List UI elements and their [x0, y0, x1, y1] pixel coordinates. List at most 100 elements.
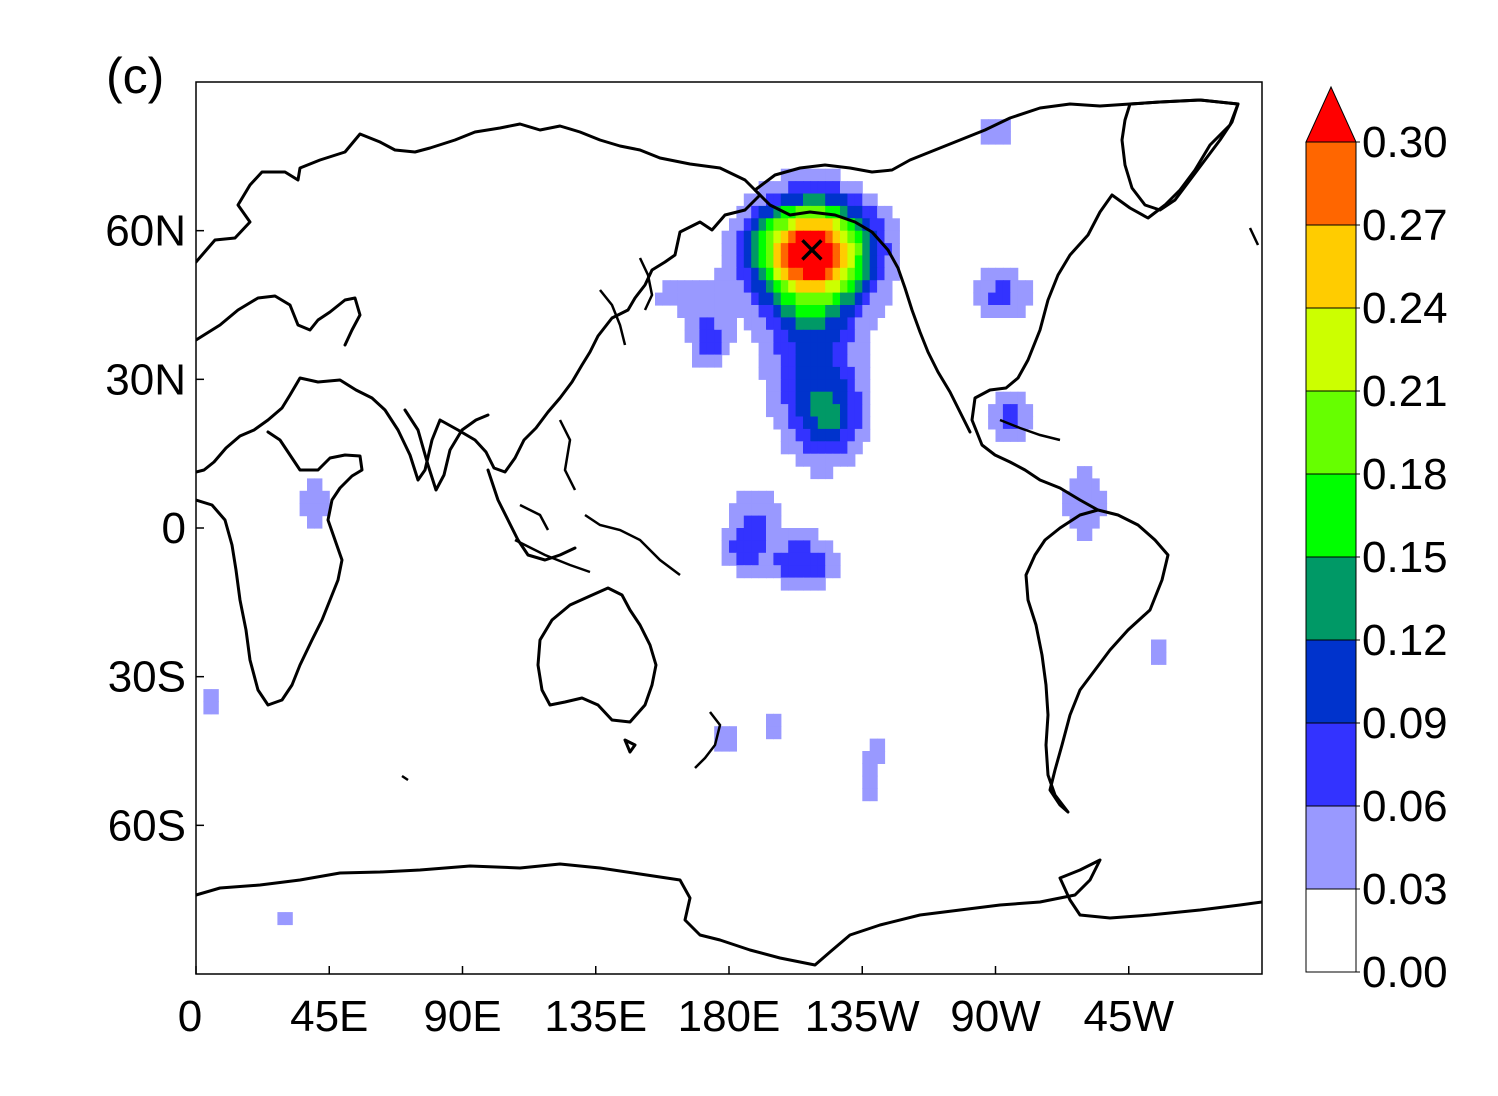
contour-cell [1076, 515, 1085, 529]
contour-cell [1062, 490, 1071, 504]
contour-cell [773, 713, 782, 727]
contour-cell [743, 552, 752, 566]
contour-cell [825, 565, 834, 579]
contour-cell [736, 565, 745, 579]
contour-cell [780, 552, 789, 566]
contour-cell [795, 342, 804, 356]
colorbar-label: 0.12 [1362, 616, 1448, 665]
contour-cell [825, 552, 834, 566]
contour-cell [862, 267, 871, 281]
contour-cell [1002, 391, 1011, 405]
contour-cell [810, 218, 819, 232]
colorbar-box [1305, 141, 1357, 226]
contour-cell [817, 577, 826, 591]
contour-cell [825, 428, 834, 442]
contour-cell [773, 515, 782, 529]
contour-cell [706, 280, 715, 294]
contour-cell [714, 305, 723, 318]
contour-cell [1010, 305, 1019, 318]
contour-cell [825, 218, 834, 232]
contour-cell [847, 342, 856, 356]
contour-cell [980, 131, 989, 145]
contour-cell [795, 366, 804, 380]
colorbar-box [1305, 473, 1357, 558]
contour-cell [803, 193, 811, 207]
contour-cell [803, 565, 811, 579]
contour-cell [751, 230, 760, 244]
contour-cell [721, 540, 730, 554]
contour-cell [788, 292, 797, 306]
contour-cell [736, 280, 745, 294]
contour-cell [817, 193, 826, 207]
contour-cell [825, 292, 834, 306]
contour-cell [995, 280, 1004, 294]
contour-cell [854, 404, 863, 418]
contour-cell [817, 267, 826, 281]
contour-cell [751, 243, 760, 257]
contour-cell [854, 366, 863, 380]
contour-cell [758, 329, 767, 343]
colorbar-label: 0.30 [1362, 118, 1448, 167]
contour-cell [832, 230, 841, 244]
contour-cell [1076, 478, 1085, 492]
contour-cell [780, 181, 789, 195]
contour-cell [736, 230, 745, 244]
contour-cell [810, 428, 819, 442]
contour-cell [736, 540, 745, 554]
x-tick-label: 90E [423, 992, 501, 1041]
contour-cell [810, 243, 819, 257]
contour-cell [869, 305, 878, 318]
contour-cell [743, 205, 752, 219]
contour-cell [854, 354, 863, 368]
contour-cell [743, 528, 752, 541]
contour-cell [825, 391, 834, 405]
contour-cell [692, 329, 700, 343]
contour-cell [825, 453, 834, 467]
contour-cell [736, 490, 745, 504]
contour-cell [810, 404, 819, 418]
contour-cell [862, 391, 871, 405]
axis-labels: 0 45E 90E 135E 180E 135W 90W 45W 60N 30N 0 30S 60S [105, 207, 1174, 1041]
contour-cell [758, 528, 767, 541]
contour-cell [973, 280, 982, 294]
contour-cell [832, 243, 841, 257]
contour-cell [832, 428, 841, 442]
contour-cell [862, 280, 871, 294]
contour-cell [729, 515, 737, 529]
contour-cell [862, 751, 871, 764]
x-tick-label: 180E [678, 992, 781, 1041]
contour-cell [810, 329, 819, 343]
contour-cell [766, 540, 774, 554]
contour-cell [995, 305, 1004, 318]
contour-cell [862, 305, 871, 318]
contour-cell [1091, 490, 1100, 504]
contour-cell [669, 280, 678, 294]
contour-cell [780, 168, 789, 182]
contour-cell [1017, 292, 1026, 306]
contour-cell [743, 317, 752, 331]
contour-cell [854, 391, 863, 405]
contour-cell [803, 366, 811, 380]
contour-cell [758, 565, 767, 579]
contour-cell [780, 243, 789, 257]
contour-cell [210, 689, 219, 703]
contour-cell [854, 441, 863, 455]
contour-cell [780, 267, 789, 281]
contour-cell [795, 428, 804, 442]
contour-cell [825, 305, 834, 318]
contour-cell [810, 441, 819, 455]
contour-cell [1002, 119, 1011, 133]
contour-cell [773, 354, 782, 368]
contour-cell [780, 280, 789, 294]
contour-cell [988, 131, 997, 145]
contour-cell [788, 528, 797, 541]
contour-cell [884, 255, 893, 269]
contour-cell [810, 181, 819, 195]
contour-cell [825, 354, 834, 368]
contour-cell [1017, 391, 1026, 405]
colorbar-box [1305, 224, 1357, 309]
contour-cell [817, 565, 826, 579]
contour-cell [1099, 503, 1108, 517]
contour-cell [773, 342, 782, 356]
contour-cell [840, 354, 848, 368]
